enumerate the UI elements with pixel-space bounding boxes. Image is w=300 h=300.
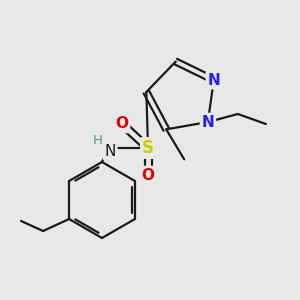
Text: O: O [116,116,128,131]
Text: S: S [142,139,154,157]
Text: N: N [207,73,220,88]
Text: O: O [142,167,154,182]
Text: H: H [93,134,103,146]
Text: N: N [104,143,116,158]
Text: N: N [202,115,214,130]
